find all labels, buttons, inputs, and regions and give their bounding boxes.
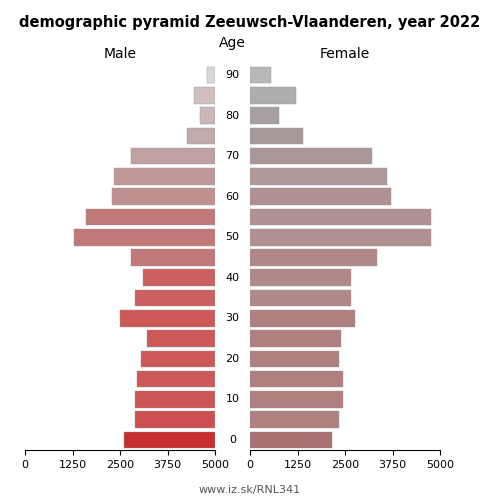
Text: 70: 70	[226, 151, 239, 161]
Bar	[250, 249, 378, 266]
Bar	[250, 310, 354, 326]
Bar	[250, 87, 296, 104]
Bar	[250, 391, 343, 407]
Text: 50: 50	[226, 232, 239, 242]
Bar	[250, 148, 372, 164]
Text: 30: 30	[226, 314, 239, 324]
Bar	[146, 330, 215, 347]
Title: Female: Female	[320, 47, 370, 61]
Bar	[250, 128, 303, 144]
Bar	[250, 270, 350, 286]
Bar	[86, 208, 215, 226]
Text: 40: 40	[226, 273, 239, 283]
Bar	[112, 188, 215, 205]
Bar	[120, 310, 215, 326]
Bar	[143, 270, 215, 286]
Text: Age: Age	[219, 36, 246, 50]
Bar	[135, 412, 215, 428]
Bar	[250, 330, 341, 347]
Bar	[250, 67, 271, 84]
Bar	[250, 371, 343, 388]
Bar	[250, 350, 340, 367]
Bar	[141, 350, 215, 367]
Text: 20: 20	[226, 354, 239, 364]
Bar	[250, 412, 340, 428]
Bar	[250, 188, 390, 205]
Text: 10: 10	[226, 394, 239, 404]
Text: 80: 80	[226, 110, 239, 120]
Text: 60: 60	[226, 192, 239, 202]
Bar	[186, 128, 215, 144]
Bar	[250, 208, 430, 226]
Bar	[135, 391, 215, 407]
Bar	[250, 229, 430, 246]
Bar	[208, 67, 215, 84]
Bar	[74, 229, 215, 246]
Text: 90: 90	[226, 70, 239, 80]
Bar	[124, 432, 215, 448]
Bar	[250, 290, 350, 306]
Bar	[200, 108, 215, 124]
Bar	[132, 148, 215, 164]
Text: 0: 0	[229, 435, 236, 445]
Bar	[194, 87, 215, 104]
Bar	[114, 168, 215, 185]
Title: Male: Male	[104, 47, 136, 61]
Bar	[132, 249, 215, 266]
Bar	[250, 108, 278, 124]
Bar	[250, 168, 387, 185]
Bar	[135, 290, 215, 306]
Text: demographic pyramid Zeeuwsch-Vlaanderen, year 2022: demographic pyramid Zeeuwsch-Vlaanderen,…	[20, 15, 480, 30]
Text: www.iz.sk/RNL341: www.iz.sk/RNL341	[199, 485, 301, 495]
Bar	[250, 432, 332, 448]
Bar	[137, 371, 215, 388]
